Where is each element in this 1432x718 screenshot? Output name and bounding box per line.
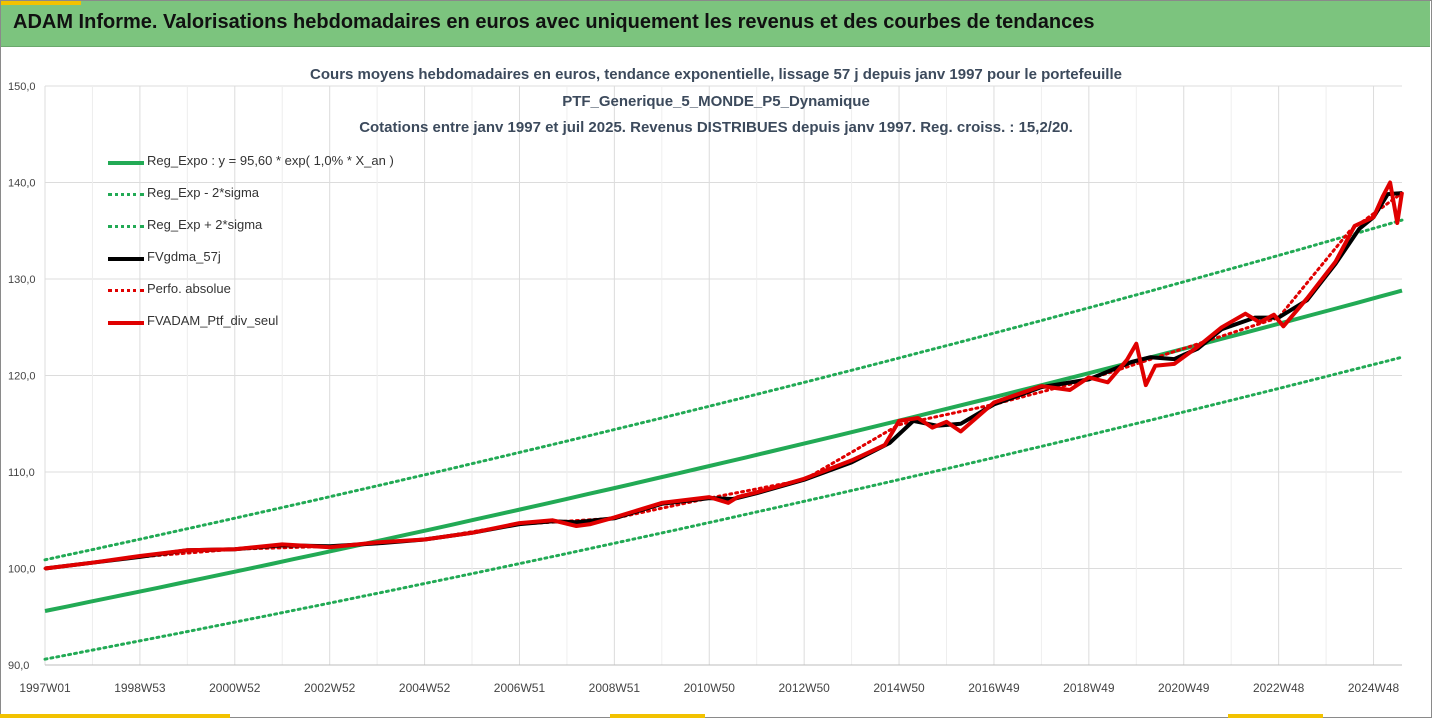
series-reg-exp-minus-2sigma bbox=[43, 355, 1404, 661]
header-banner: ADAM Informe. Valorisations hebdomadaire… bbox=[1, 1, 1430, 47]
legend-swatch-perfo bbox=[108, 289, 144, 292]
legend-swatch-fvgdma bbox=[108, 257, 144, 261]
chart-title-line-1: Cours moyens hebdomadaires en euros, ten… bbox=[310, 66, 1122, 83]
legend-swatch-reg-exp-minus bbox=[108, 193, 144, 196]
chart-title-line-3: Cotations entre janv 1997 et juil 2025. … bbox=[359, 119, 1073, 136]
x-tick-label: 2018W49 bbox=[1063, 681, 1115, 695]
legend-label-reg-exp-plus: Reg_Exp + 2*sigma bbox=[147, 217, 263, 232]
x-tick-label: 2022W48 bbox=[1253, 681, 1305, 695]
x-tick-label: 2020W49 bbox=[1158, 681, 1210, 695]
series-reg-expo bbox=[44, 288, 1403, 613]
x-tick-label: 2004W52 bbox=[399, 681, 451, 695]
legend-label-fvgdma: FVgdma_57j bbox=[147, 249, 221, 264]
y-tick-label: 120,0 bbox=[8, 371, 36, 383]
x-tick-label: 2010W50 bbox=[684, 681, 736, 695]
x-tick-label: 2016W49 bbox=[968, 681, 1020, 695]
x-tick-label: 1998W53 bbox=[114, 681, 166, 695]
y-tick-label: 90,0 bbox=[8, 660, 29, 672]
x-tick-label: 2008W51 bbox=[589, 681, 641, 695]
banner-accent bbox=[1, 1, 81, 5]
legend-swatch-reg-expo bbox=[108, 161, 144, 165]
x-tick-label: 2012W50 bbox=[778, 681, 830, 695]
x-tick-label: 2024W48 bbox=[1348, 681, 1400, 695]
bottom-accent-right bbox=[1228, 714, 1323, 718]
series-fvadam-ptf-div-seul bbox=[44, 180, 1404, 571]
y-tick-label: 140,0 bbox=[8, 178, 36, 190]
legend-label-perfo: Perfo. absolue bbox=[147, 281, 231, 296]
legend-label-reg-exp-minus: Reg_Exp - 2*sigma bbox=[147, 185, 259, 200]
x-tick-label: 2002W52 bbox=[304, 681, 356, 695]
x-tick-label: 2014W50 bbox=[873, 681, 925, 695]
series-perfo-absolue bbox=[43, 191, 1404, 570]
x-tick-label: 2006W51 bbox=[494, 681, 546, 695]
banner-title: ADAM Informe. Valorisations hebdomadaire… bbox=[13, 11, 1095, 33]
y-tick-label: 150,0 bbox=[8, 81, 36, 93]
chart-title-line-2: PTF_Generique_5_MONDE_P5_Dynamique bbox=[562, 93, 870, 110]
y-tick-label: 130,0 bbox=[8, 274, 36, 286]
y-tick-label: 100,0 bbox=[8, 564, 36, 576]
legend-swatch-fvadam bbox=[108, 321, 144, 325]
series-fvgdma-57j bbox=[44, 191, 1403, 571]
x-tick-label: 1997W01 bbox=[19, 681, 71, 695]
legend-swatch-reg-exp-plus bbox=[108, 225, 144, 228]
y-tick-label: 110,0 bbox=[8, 467, 35, 479]
legend-label-fvadam: FVADAM_Ptf_div_seul bbox=[147, 313, 279, 328]
x-tick-label: 2000W52 bbox=[209, 681, 261, 695]
legend-label-reg-expo: Reg_Expo : y = 95,60 * exp( 1,0% * X_an … bbox=[147, 153, 394, 168]
bottom-accent-left bbox=[0, 714, 230, 718]
bottom-accent-mid bbox=[610, 714, 705, 718]
series-reg-exp-plus-2sigma bbox=[43, 218, 1404, 562]
